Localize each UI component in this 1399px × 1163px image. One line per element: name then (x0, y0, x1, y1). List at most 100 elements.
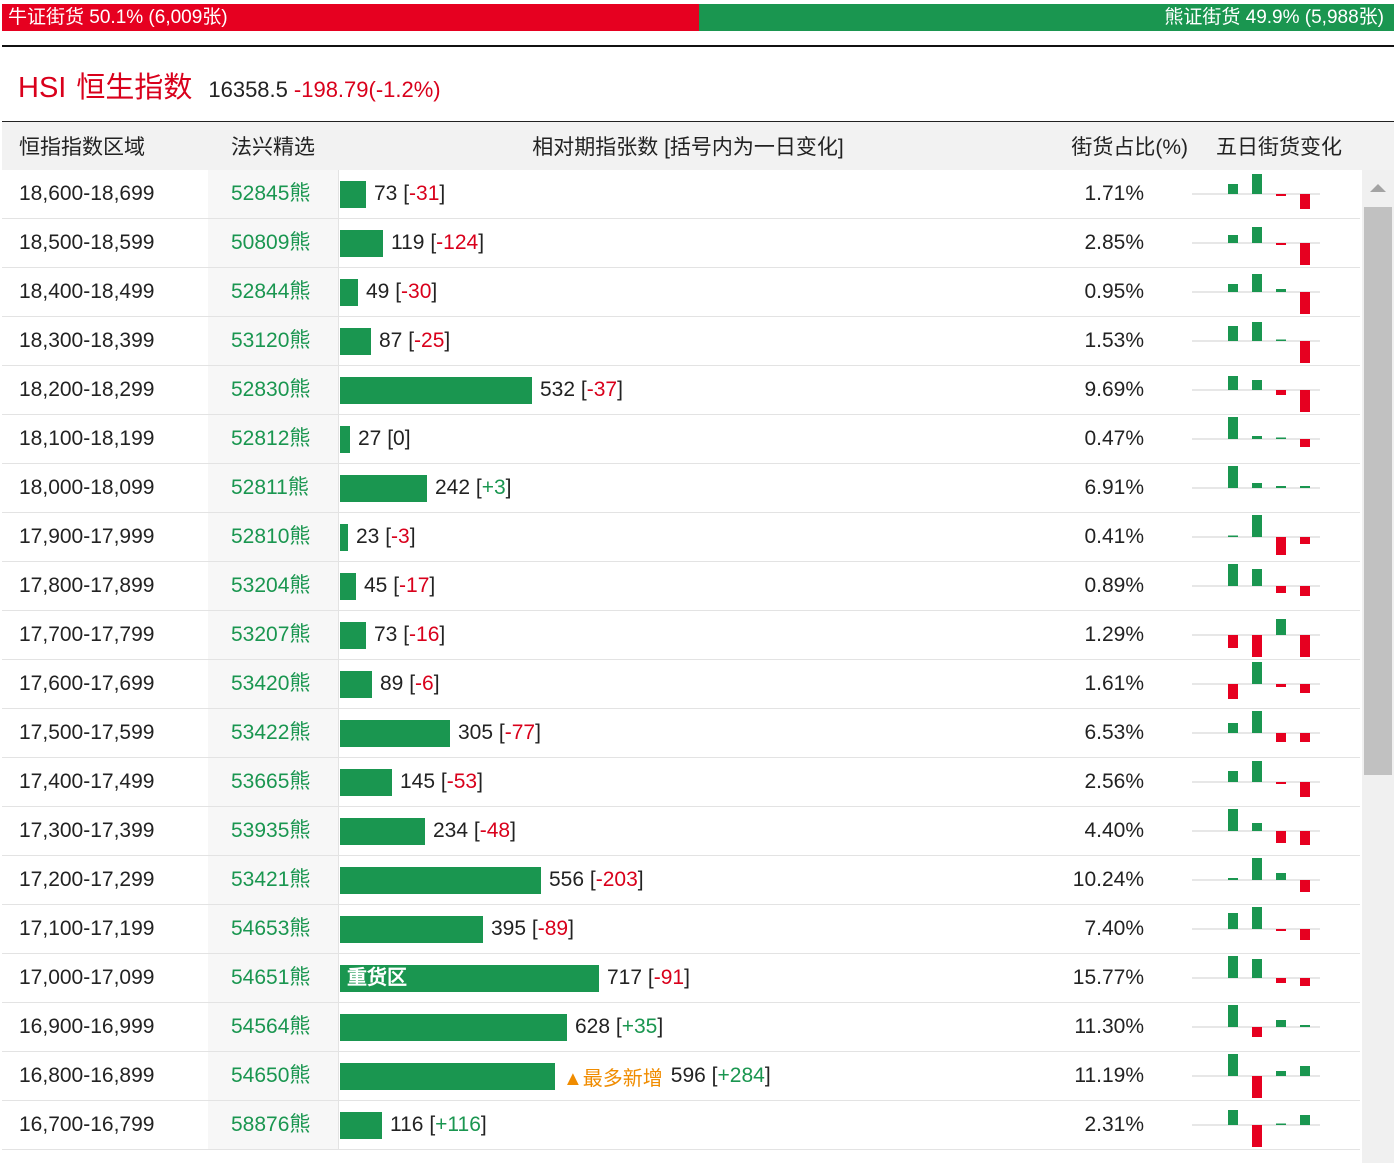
five-day-sparkline (1144, 513, 1360, 561)
five-day-sparkline (1144, 905, 1360, 953)
count-number: 73 (374, 623, 398, 646)
share-cell: 0.41% (1084, 525, 1144, 548)
count-bar-cell: 234 [-48] (338, 807, 1038, 855)
pick-link[interactable]: 54650熊 (208, 1052, 338, 1100)
table-row[interactable]: 17,700-17,799 53207熊 73 [-16] 1.29% (2, 611, 1360, 660)
share-cell: 15.77% (1072, 966, 1144, 989)
col-header-range[interactable]: 恒指指数区域 (19, 136, 145, 159)
sparkline-bar (1276, 537, 1286, 555)
pick-link[interactable]: 58876熊 (208, 1101, 338, 1149)
pick-link[interactable]: 54564熊 (208, 1003, 338, 1051)
count-bar-cell: 395 [-89] (338, 905, 1038, 953)
day-change: -16 (409, 623, 440, 646)
pick-link[interactable]: 52812熊 (208, 415, 338, 463)
pick-link[interactable]: 53207熊 (208, 611, 338, 659)
table-row[interactable]: 17,000-17,099 54651熊 重货区 717 [-91] 15.77% (2, 954, 1360, 1003)
pick-link[interactable]: 53421熊 (208, 856, 338, 904)
pick-link[interactable]: 52844熊 (208, 268, 338, 316)
sparkline-chart (1192, 1054, 1320, 1098)
five-day-sparkline (1144, 464, 1360, 512)
range-cell: 17,300-17,399 (19, 819, 155, 842)
table-row[interactable]: 17,600-17,699 53420熊 89 [-6] 1.61% (2, 660, 1360, 709)
five-day-sparkline (1144, 1101, 1360, 1149)
table-row[interactable]: 18,500-18,599 50809熊 119 [-124] 2.85% (2, 219, 1360, 268)
pick-link[interactable]: 54651熊 (208, 954, 338, 1002)
range-cell: 17,700-17,799 (19, 623, 155, 646)
count-number: 73 (374, 182, 398, 205)
pick-link[interactable]: 53422熊 (208, 709, 338, 757)
count-bar (340, 278, 358, 306)
day-change: -89 (537, 917, 569, 940)
sparkline-bar (1228, 376, 1238, 390)
range-cell: 18,100-18,199 (19, 427, 155, 450)
table-row[interactable]: 17,100-17,199 54653熊 395 [-89] 7.40% (2, 905, 1360, 954)
pick-link[interactable]: 53935熊 (208, 807, 338, 855)
pick-link[interactable]: 53120熊 (208, 317, 338, 365)
sparkline-bar (1228, 684, 1238, 699)
range-cell: 18,000-18,099 (19, 476, 155, 499)
pick-link[interactable]: 53204熊 (208, 562, 338, 610)
sparkline-chart (1192, 907, 1320, 940)
pick-link[interactable]: 54653熊 (208, 905, 338, 953)
col-header-share[interactable]: 街货占比(%) (1071, 136, 1188, 159)
scroll-up-arrow-icon[interactable] (1370, 184, 1386, 192)
sparkline-bar (1228, 1110, 1238, 1125)
count-bar-cell: 116 [+116] (338, 1101, 1038, 1149)
table-row[interactable]: 17,900-17,999 52810熊 23 [-3] 0.41% (2, 513, 1360, 562)
share-cell: 10.24% (1072, 868, 1144, 891)
sparkline-bar (1252, 635, 1262, 657)
table-row[interactable]: 16,800-16,899 54650熊 ▲最多新增 596 [+284] 11.19% (2, 1052, 1360, 1101)
sparkline-bar (1228, 564, 1238, 586)
range-cell: 18,200-18,299 (19, 378, 155, 401)
table-row[interactable]: 17,200-17,299 53421熊 556 [-203] 10.24% (2, 856, 1360, 905)
table-row[interactable]: 18,300-18,399 53120熊 87 [-25] 1.53% (2, 317, 1360, 366)
range-cell: 17,000-17,099 (19, 966, 155, 989)
table-row[interactable]: 18,000-18,099 52811熊 242 [+3] 6.91% (2, 464, 1360, 513)
pick-link[interactable]: 52830熊 (208, 366, 338, 414)
col-header-pick[interactable]: 法兴精选 (231, 136, 315, 159)
count-value: 27 [0] (358, 427, 411, 450)
table-row[interactable]: 18,100-18,199 52812熊 27 [0] 0.47% (2, 415, 1360, 464)
sparkline-bar (1300, 341, 1310, 363)
pick-link[interactable]: 53665熊 (208, 758, 338, 806)
sparkline-chart (1192, 858, 1320, 892)
count-number: 27 (358, 427, 382, 450)
sparkline-bar (1276, 586, 1286, 593)
pick-link[interactable]: 50809熊 (208, 219, 338, 267)
count-bar (340, 670, 372, 698)
table-row[interactable]: 17,500-17,599 53422熊 305 [-77] 6.53% (2, 709, 1360, 758)
count-bar (340, 866, 541, 894)
table-row[interactable]: 18,400-18,499 52844熊 49 [-30] 0.95% (2, 268, 1360, 317)
vertical-scrollbar[interactable] (1362, 170, 1394, 1163)
sparkline-bar (1252, 174, 1262, 194)
table-row[interactable]: 16,700-16,799 58876熊 116 [+116] 2.31% (2, 1101, 1360, 1150)
scrollbar-thumb[interactable] (1364, 207, 1392, 775)
pick-link[interactable]: 52811熊 (208, 464, 338, 512)
table-row[interactable]: 17,800-17,899 53204熊 45 [-17] 0.89% (2, 562, 1360, 611)
sparkline-bar (1276, 782, 1286, 784)
table-row[interactable]: 17,300-17,399 53935熊 234 [-48] 4.40% (2, 807, 1360, 856)
sparkline-bar (1252, 322, 1262, 341)
day-change: +284 (717, 1064, 765, 1087)
sparkline-bar (1252, 380, 1262, 390)
sparkline-chart (1192, 1005, 1320, 1037)
table-row[interactable]: 18,200-18,299 52830熊 532 [-37] 9.69% (2, 366, 1360, 415)
sparkline-bar (1300, 684, 1310, 693)
col-header-bars[interactable]: 相对期指张数 [括号内为一日变化] (532, 136, 844, 159)
index-change: -198.79(-1.2%) (293, 77, 441, 102)
count-number: 234 (433, 819, 469, 842)
pick-link[interactable]: 52810熊 (208, 513, 338, 561)
count-bar (340, 376, 532, 404)
table-row[interactable]: 18,600-18,699 52845熊 73 [-31] 1.71% (2, 170, 1360, 219)
pick-link[interactable]: 53420熊 (208, 660, 338, 708)
sparkline-bar (1228, 1005, 1238, 1027)
col-header-five-day[interactable]: 五日街货变化 (1216, 136, 1342, 159)
table-row[interactable]: 16,900-16,999 54564熊 628 [+35] 11.30% (2, 1003, 1360, 1052)
share-cell: 0.47% (1084, 427, 1144, 450)
pick-link[interactable]: 52845熊 (208, 170, 338, 218)
share-cell: 0.89% (1084, 574, 1144, 597)
table-row[interactable]: 17,400-17,499 53665熊 145 [-53] 2.56% (2, 758, 1360, 807)
sparkline-bar (1276, 194, 1286, 196)
range-cell: 18,500-18,599 (19, 231, 155, 254)
range-cell: 16,700-16,799 (19, 1113, 155, 1136)
